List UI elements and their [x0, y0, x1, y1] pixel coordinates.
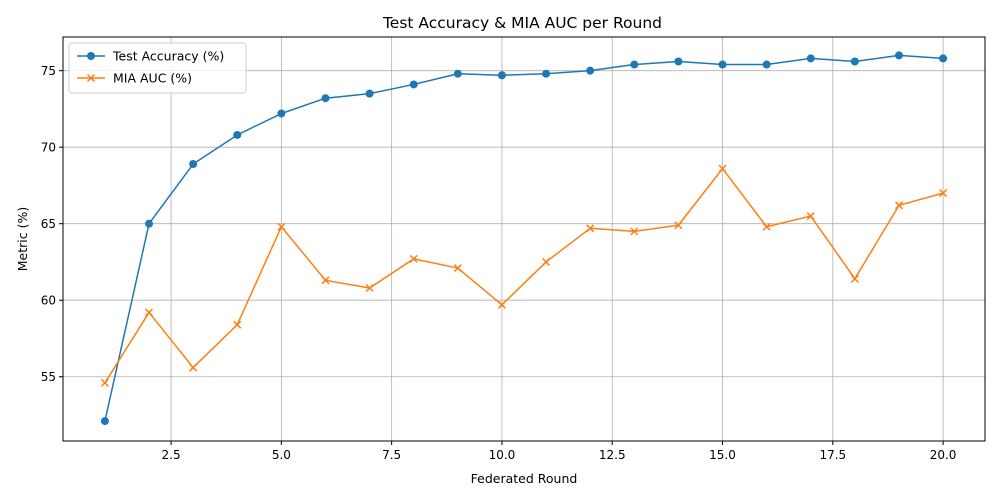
y-tick-label: 75 — [41, 64, 56, 78]
series-mia — [100, 164, 948, 387]
data-point-mia — [365, 283, 374, 293]
x-tick-label: 17.5 — [819, 448, 846, 462]
data-point-mia — [586, 224, 595, 233]
y-tick-label: 65 — [41, 217, 56, 231]
y-axis-label: Metric (%) — [15, 207, 30, 271]
data-point-accuracy — [277, 109, 286, 118]
data-point-accuracy — [365, 89, 374, 98]
x-tick-label: 10.0 — [489, 448, 516, 462]
y-tick-label: 70 — [41, 141, 56, 155]
data-point-mia — [453, 264, 462, 273]
x-tick-label: 20.0 — [930, 448, 957, 462]
y-tick-label: 60 — [41, 294, 56, 308]
y-tick-label: 55 — [41, 370, 56, 384]
data-point-mia — [100, 378, 109, 387]
legend-label-accuracy: Test Accuracy (%) — [112, 49, 224, 64]
plot-frame — [62, 36, 986, 442]
series-layer — [100, 51, 948, 426]
data-point-mia — [497, 300, 506, 309]
x-tick-label: 2.5 — [162, 448, 181, 462]
data-point-accuracy — [233, 130, 242, 139]
data-point-accuracy — [674, 57, 683, 66]
data-point-accuracy — [321, 94, 330, 103]
data-point-mia — [674, 221, 683, 230]
legend-box — [68, 42, 247, 94]
data-point-accuracy — [586, 66, 595, 75]
data-point-accuracy — [630, 60, 639, 69]
data-point-mia — [144, 308, 154, 317]
data-point-mia — [233, 320, 242, 329]
series-line-accuracy — [104, 54, 944, 422]
grid — [63, 37, 985, 441]
data-point-mia — [542, 257, 551, 266]
legend-label-mia: MIA AUC (%) — [113, 71, 192, 86]
data-point-mia — [718, 164, 727, 173]
x-tick-label: 15.0 — [709, 448, 736, 462]
data-point-accuracy — [453, 69, 462, 78]
data-point-mia — [806, 212, 815, 221]
data-point-accuracy — [189, 160, 198, 169]
data-point-accuracy — [497, 71, 506, 80]
legend-marker-accuracy — [87, 52, 95, 60]
data-point-mia — [321, 276, 330, 285]
data-point-accuracy — [718, 60, 727, 69]
data-point-accuracy — [409, 80, 418, 89]
x-tick-label: 5.0 — [272, 448, 291, 462]
data-point-accuracy — [894, 51, 903, 60]
data-point-mia — [762, 222, 771, 231]
legend-marker-mia — [86, 73, 96, 83]
data-point-accuracy — [762, 60, 771, 69]
x-tick-label: 12.5 — [599, 448, 626, 462]
data-point-mia — [189, 363, 198, 372]
chart-title: Test Accuracy & MIA AUC per Round — [382, 14, 662, 32]
data-point-accuracy — [542, 69, 551, 78]
data-point-mia — [630, 227, 639, 236]
data-point-accuracy — [806, 54, 815, 63]
data-point-mia — [850, 274, 859, 283]
data-point-accuracy — [145, 219, 154, 228]
data-point-mia — [277, 222, 286, 231]
data-point-accuracy — [850, 57, 859, 66]
data-point-mia — [409, 254, 418, 263]
legend: Test Accuracy (%) MIA AUC (%) — [68, 42, 247, 94]
ticks: 2.5 5.0 7.5 10.0 12.5 15.0 17.5 20.0 55 60 65 70 75 — [41, 64, 957, 462]
x-tick-label: 7.5 — [382, 448, 401, 462]
data-point-mia — [939, 189, 948, 198]
series-line-mia — [104, 167, 944, 384]
data-point-accuracy — [939, 54, 948, 63]
series-accuracy — [100, 51, 948, 426]
data-point-mia — [894, 201, 904, 210]
x-axis-label: Federated Round — [471, 471, 578, 486]
data-point-accuracy — [100, 417, 109, 426]
